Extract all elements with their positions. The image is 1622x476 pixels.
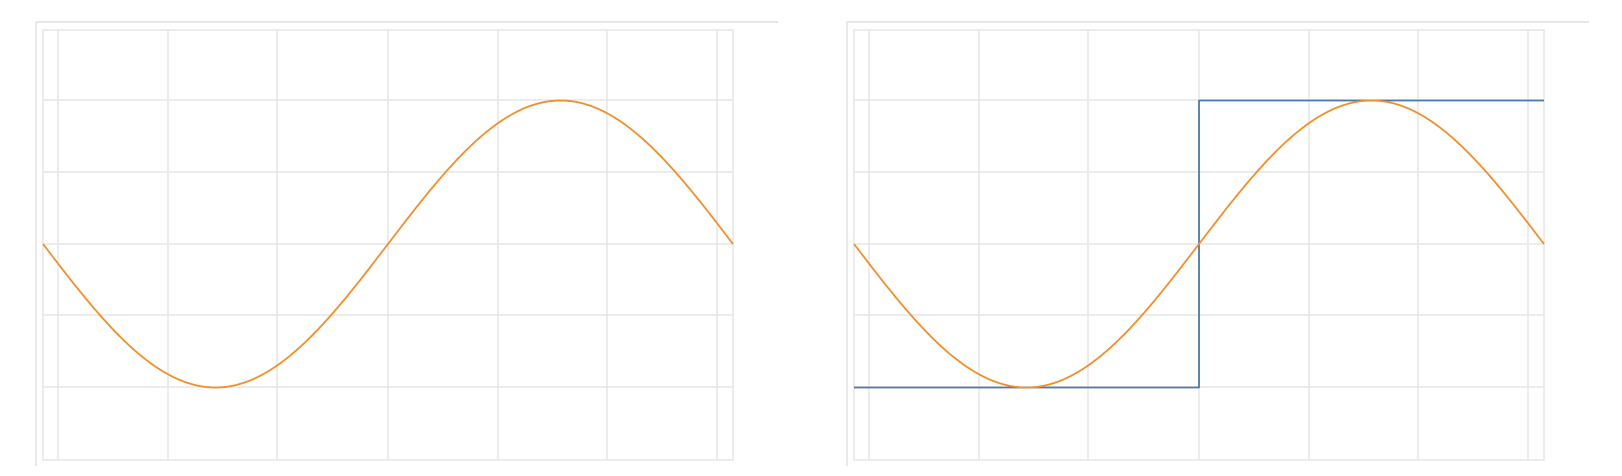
chart-panel-right <box>811 0 1622 476</box>
left-chart-series-sine-line <box>42 99 734 389</box>
chart-left-svg <box>35 21 778 466</box>
right-chart-series-sine-line <box>853 99 1545 389</box>
chart-panel-left <box>35 21 778 466</box>
chart-right-svg <box>846 21 1589 466</box>
